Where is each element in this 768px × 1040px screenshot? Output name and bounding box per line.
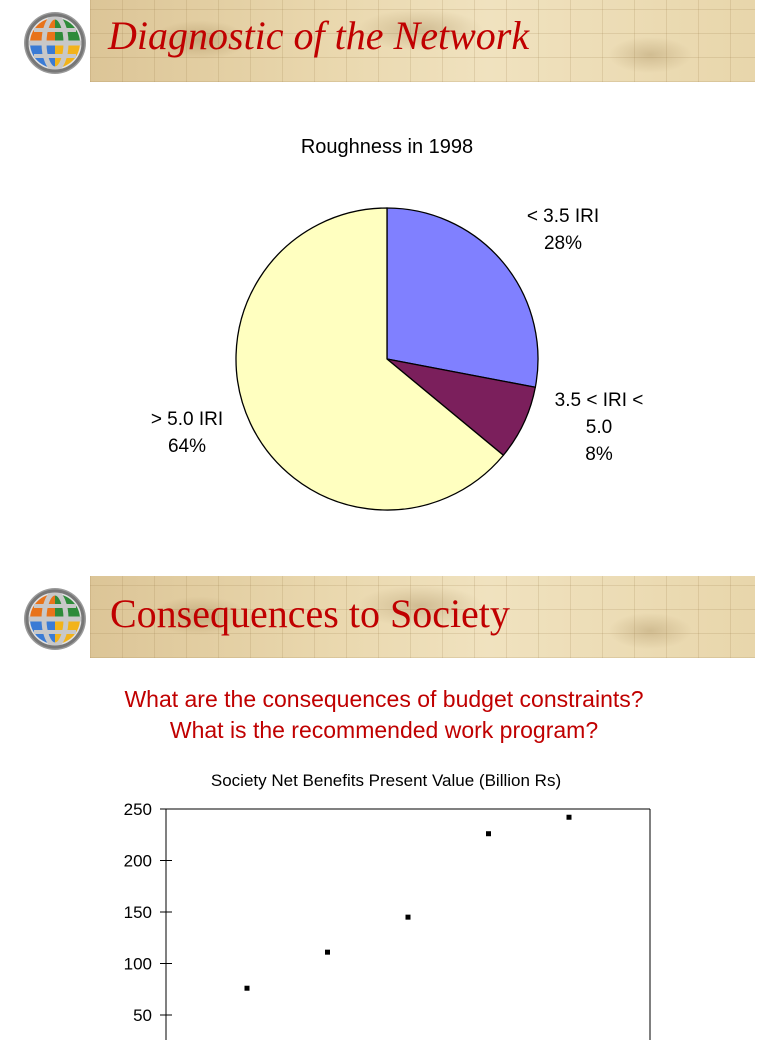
scatter-chart: Society Net Benefits Present Value (Bill… xyxy=(124,771,651,1040)
pie-chart: Roughness in 1998 < 3.5 IRI 28% 3.5 < IRI … xyxy=(151,136,644,511)
header-banner-diagnostic: Diagnostic of the Network xyxy=(0,0,755,82)
globe-icon xyxy=(24,12,86,74)
scatter-point-2 xyxy=(405,914,411,920)
y-tick-label: 150 xyxy=(124,903,152,922)
y-tick-label: 100 xyxy=(124,955,152,974)
y-tick-label: 50 xyxy=(133,1006,152,1025)
y-tick-label: 200 xyxy=(124,852,152,871)
scatter-point-1 xyxy=(325,949,330,955)
pie-slice-label-1: 3.5 < IRI <5.0 8% xyxy=(555,390,644,465)
pie-slice-0 xyxy=(386,207,539,389)
scatter-point-3 xyxy=(486,831,491,837)
question-work-program: What is the recommended work program? xyxy=(169,717,599,743)
world-map-band xyxy=(90,576,755,658)
globe-icon xyxy=(24,588,86,650)
y-tick-label: 250 xyxy=(124,800,152,819)
pie-slice-label-2: > 5.0 IRI 64% xyxy=(151,409,223,457)
chart-title: Society Net Benefits Present Value (Bill… xyxy=(211,771,561,790)
slide-title: Diagnostic of the Network xyxy=(108,13,530,58)
pie-slice-2 xyxy=(235,207,505,511)
scatter-point-4 xyxy=(566,814,572,820)
question-budget-constraints: What are the consequences of budget cons… xyxy=(124,686,644,712)
world-map-band xyxy=(90,0,755,82)
header-banner-consequences: Consequences to Society xyxy=(0,576,755,658)
scatter-point-0 xyxy=(244,985,250,991)
chart-title: Roughness in 1998 xyxy=(301,136,473,158)
pie-slice-label-0: < 3.5 IRI 28% xyxy=(527,206,599,254)
slide-title: Consequences to Society xyxy=(110,591,510,636)
